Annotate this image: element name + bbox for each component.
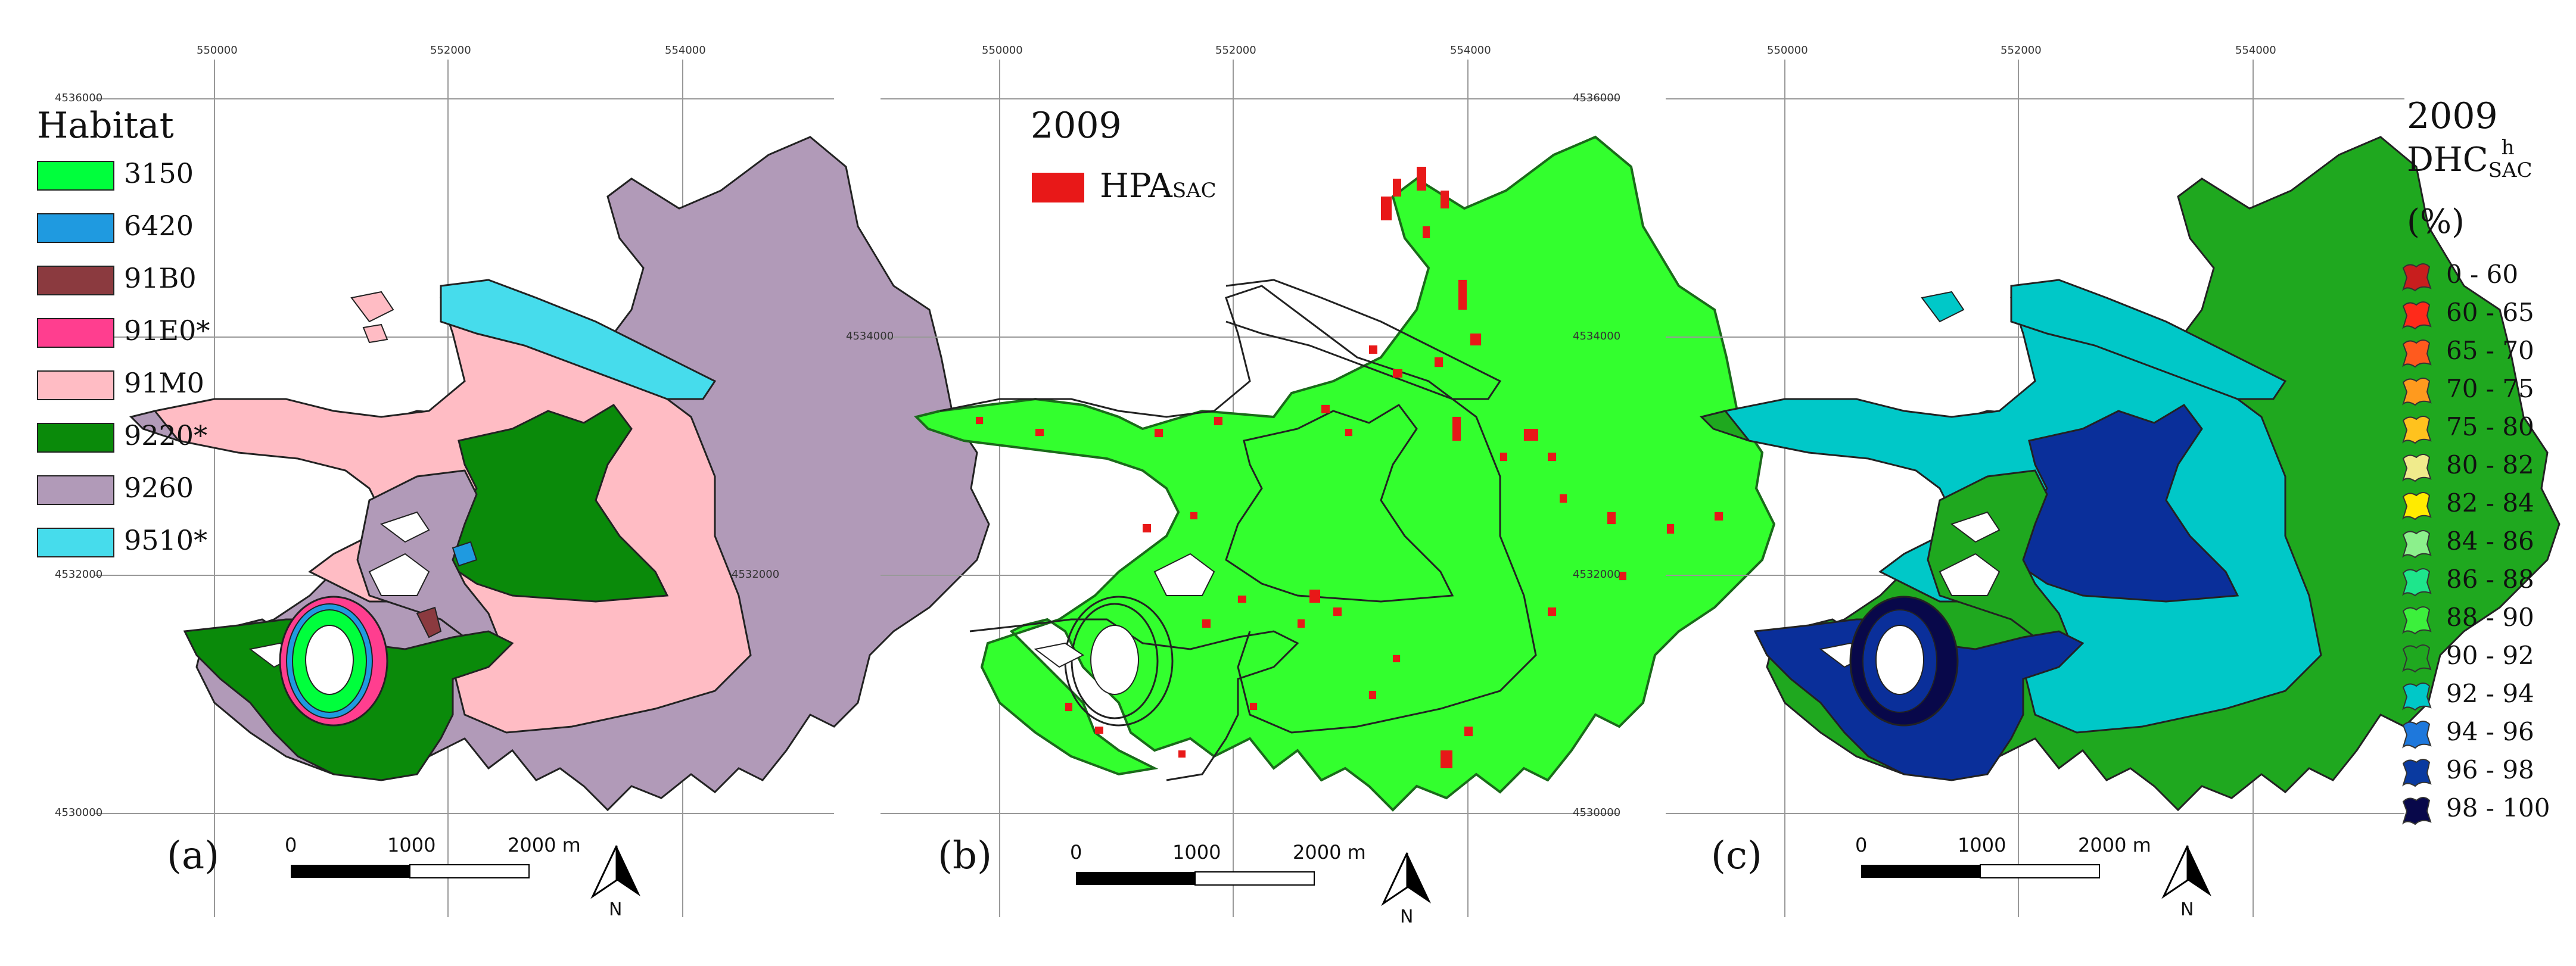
habitat-legend-title: Habitat bbox=[37, 105, 174, 147]
hpa-legend-label: HPASAC bbox=[1100, 167, 1217, 205]
y-tick-label: 4534000 bbox=[1573, 330, 1621, 342]
x-tick-label: 552000 bbox=[430, 44, 471, 57]
scale-label: 1000 bbox=[1958, 834, 2006, 856]
habitat-swatch bbox=[37, 266, 114, 295]
x-tick-label: 554000 bbox=[2235, 44, 2276, 57]
y-tick-label: 4532000 bbox=[1573, 568, 1621, 581]
habitat-swatch bbox=[37, 161, 114, 191]
north-label: N bbox=[609, 899, 623, 920]
dhc-legend-label: 92 - 94 bbox=[2446, 679, 2534, 708]
dhc-legend-label: 98 - 100 bbox=[2446, 793, 2550, 822]
habitat-swatch bbox=[37, 213, 114, 243]
scale-label: 1000 bbox=[387, 834, 436, 856]
panel-label-a: (a) bbox=[167, 834, 220, 878]
scale-label: 2000 m bbox=[1293, 841, 1366, 864]
y-tick-label: 4530000 bbox=[55, 806, 103, 819]
habitat-legend-label: 3150 bbox=[124, 157, 194, 189]
panel-label-b: (b) bbox=[938, 834, 992, 878]
dhc-legend-label: 82 - 84 bbox=[2446, 488, 2534, 518]
panel-a-map bbox=[95, 60, 990, 917]
north-arrow-icon bbox=[1381, 852, 1431, 906]
dhc-swatch-icon bbox=[2402, 797, 2432, 825]
panel-c-year: 2009 bbox=[2407, 95, 2498, 137]
x-tick-label: 554000 bbox=[1450, 44, 1491, 57]
dhc-legend-label: 80 - 82 bbox=[2446, 450, 2534, 479]
habitat-swatch bbox=[37, 423, 114, 453]
y-tick-label: 4530000 bbox=[1573, 806, 1621, 819]
dhc-legend-unit: (%) bbox=[2407, 202, 2465, 241]
habitat-legend-label: 91M0 bbox=[124, 367, 204, 399]
habitat-legend-label: 6420 bbox=[124, 210, 194, 242]
scale-label: 0 bbox=[1855, 834, 1868, 856]
x-tick-label: 550000 bbox=[1767, 44, 1808, 57]
dhc-swatch-icon bbox=[2402, 339, 2432, 368]
panel-b-year: 2009 bbox=[1031, 105, 1122, 147]
dhc-legend-label: 94 - 96 bbox=[2446, 717, 2534, 746]
dhc-legend-label: 65 - 70 bbox=[2446, 336, 2534, 365]
scale-label: 2000 m bbox=[2078, 834, 2151, 856]
habitat-legend-label: 9260 bbox=[124, 472, 194, 504]
north-label: N bbox=[1400, 906, 1414, 927]
x-tick-label: 552000 bbox=[2001, 44, 2042, 57]
y-tick-label: 4536000 bbox=[1573, 92, 1621, 104]
dhc-legend-swatches bbox=[2402, 263, 2432, 825]
dhc-swatch-icon bbox=[2402, 416, 2432, 444]
habitat-swatch bbox=[37, 475, 114, 505]
dhc-swatch-icon bbox=[2402, 378, 2432, 406]
panel-label-c: (c) bbox=[1711, 834, 1762, 878]
dhc-swatch-icon bbox=[2402, 492, 2432, 521]
scale-label: 0 bbox=[1070, 841, 1082, 864]
north-label: N bbox=[2180, 899, 2194, 920]
north-arrow-icon bbox=[2161, 845, 2211, 899]
habitat-swatch bbox=[37, 528, 114, 557]
dhc-legend-label: 70 - 75 bbox=[2446, 374, 2534, 403]
scale-bar-b bbox=[1076, 871, 1315, 886]
dhc-swatch-icon bbox=[2402, 301, 2432, 330]
dhc-legend-label: 60 - 65 bbox=[2446, 298, 2534, 327]
x-tick-label: 552000 bbox=[1215, 44, 1256, 57]
scale-label: 2000 m bbox=[508, 834, 581, 856]
dhc-swatch-icon bbox=[2402, 568, 2432, 597]
habitat-legend-label: 91B0 bbox=[124, 262, 197, 294]
dhc-swatch-icon bbox=[2402, 454, 2432, 482]
habitat-legend-label: 9220* bbox=[124, 419, 208, 451]
north-arrow-icon bbox=[590, 845, 640, 899]
scale-bar-c bbox=[1861, 864, 2100, 878]
dhc-swatch-icon bbox=[2402, 721, 2432, 749]
habitat-swatch bbox=[37, 318, 114, 348]
dhc-swatch-icon bbox=[2402, 530, 2432, 559]
dhc-swatch-icon bbox=[2402, 263, 2432, 292]
panel-b-map bbox=[881, 60, 1775, 917]
x-tick-label: 550000 bbox=[197, 44, 238, 57]
dhc-swatch-icon bbox=[2402, 606, 2432, 635]
dhc-legend-label: 96 - 98 bbox=[2446, 755, 2534, 784]
dhc-swatch-icon bbox=[2402, 644, 2432, 673]
dhc-legend-label: 84 - 86 bbox=[2446, 526, 2534, 556]
panel-c-map bbox=[1666, 60, 2561, 917]
habitat-legend-label: 91E0* bbox=[124, 314, 210, 347]
y-tick-label: 4532000 bbox=[55, 568, 103, 581]
y-tick-label: 4534000 bbox=[846, 330, 894, 342]
x-tick-label: 550000 bbox=[982, 44, 1023, 57]
y-tick-label: 4536000 bbox=[55, 92, 103, 104]
dhc-swatch-icon bbox=[2402, 759, 2432, 787]
dhc-swatch-icon bbox=[2402, 683, 2432, 711]
scale-label: 0 bbox=[285, 834, 297, 856]
hpa-swatch bbox=[1032, 173, 1084, 202]
dhc-legend-label: 88 - 90 bbox=[2446, 603, 2534, 632]
y-tick-label: 4532000 bbox=[732, 568, 780, 581]
dhc-legend-label: 75 - 80 bbox=[2446, 412, 2534, 441]
scale-label: 1000 bbox=[1172, 841, 1221, 864]
scale-bar-a bbox=[291, 864, 530, 878]
x-tick-label: 554000 bbox=[665, 44, 706, 57]
dhc-legend-label: DHC h SAC bbox=[2407, 136, 2533, 182]
habitat-legend-label: 9510* bbox=[124, 524, 208, 556]
dhc-legend-label: 0 - 60 bbox=[2446, 260, 2519, 289]
habitat-swatch bbox=[37, 370, 114, 400]
dhc-legend-label: 86 - 88 bbox=[2446, 565, 2534, 594]
dhc-legend-label: 90 - 92 bbox=[2446, 641, 2534, 670]
